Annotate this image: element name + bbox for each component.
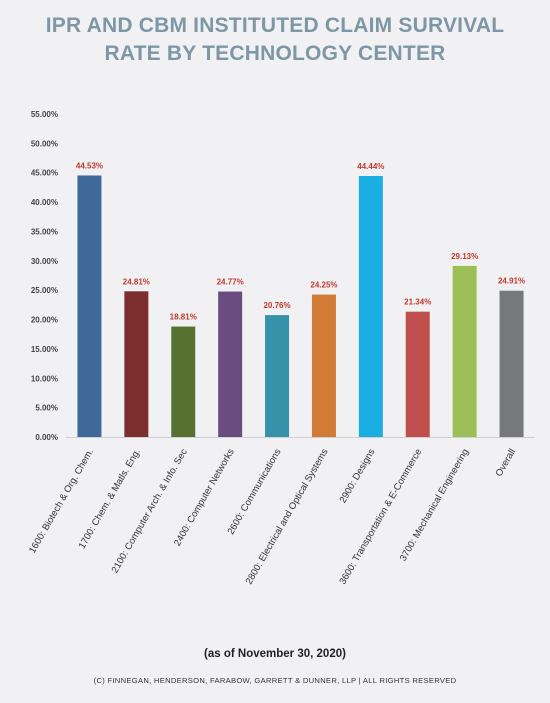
data-label: 20.76% <box>263 301 290 310</box>
bar <box>358 176 383 438</box>
y-tick-label: 45.00% <box>31 169 58 178</box>
data-label: 18.81% <box>170 313 197 322</box>
bar <box>124 291 149 437</box>
y-tick-label: 55.00% <box>31 110 58 119</box>
bar <box>452 265 477 437</box>
data-label: 21.34% <box>404 298 431 307</box>
bar <box>77 175 102 437</box>
y-tick-label: 50.00% <box>31 139 58 148</box>
bar <box>171 326 196 437</box>
date-note: (as of November 30, 2020) <box>204 648 346 660</box>
data-label: 44.44% <box>357 162 384 171</box>
chart-title-line-2: RATE BY TECHNOLOGY CENTER <box>104 42 446 65</box>
data-label: 24.81% <box>123 277 150 286</box>
x-tick-label: 3600: Transportation & E-Commerce <box>337 447 424 586</box>
x-tick-label: Overall <box>494 447 519 479</box>
bar <box>311 294 336 437</box>
bar <box>265 315 290 437</box>
x-tick-label: 2800: Electrical and Optical Systems <box>244 447 331 587</box>
y-tick-label: 30.00% <box>31 257 58 266</box>
data-label: 44.53% <box>76 161 103 170</box>
data-label: 24.25% <box>310 281 337 290</box>
data-label: 24.77% <box>217 278 244 287</box>
y-tick-label: 5.00% <box>35 404 58 413</box>
bar <box>218 291 243 437</box>
x-tick-label: 2900: Designs <box>338 447 378 505</box>
y-tick-label: 20.00% <box>31 316 58 325</box>
data-label: 24.91% <box>498 277 525 286</box>
chart-title-line-1: IPR AND CBM INSTITUTED CLAIM SURVIVAL <box>45 14 505 37</box>
copyright-text: (C) FINNEGAN, HENDERSON, FARABOW, GARRET… <box>93 676 457 685</box>
chart-title: IPR AND CBM INSTITUTED CLAIM SURVIVAL RA… <box>0 12 550 68</box>
bar <box>405 311 430 437</box>
y-tick-label: 0.00% <box>35 433 58 442</box>
y-tick-label: 40.00% <box>31 198 58 207</box>
y-tick-label: 15.00% <box>31 345 58 354</box>
y-tick-label: 35.00% <box>31 227 58 236</box>
y-tick-label: 25.00% <box>31 286 58 295</box>
bar <box>499 290 524 437</box>
y-tick-label: 10.00% <box>31 374 58 383</box>
data-label: 29.13% <box>451 252 478 261</box>
x-tick-label: 2600: Communications <box>226 447 284 537</box>
